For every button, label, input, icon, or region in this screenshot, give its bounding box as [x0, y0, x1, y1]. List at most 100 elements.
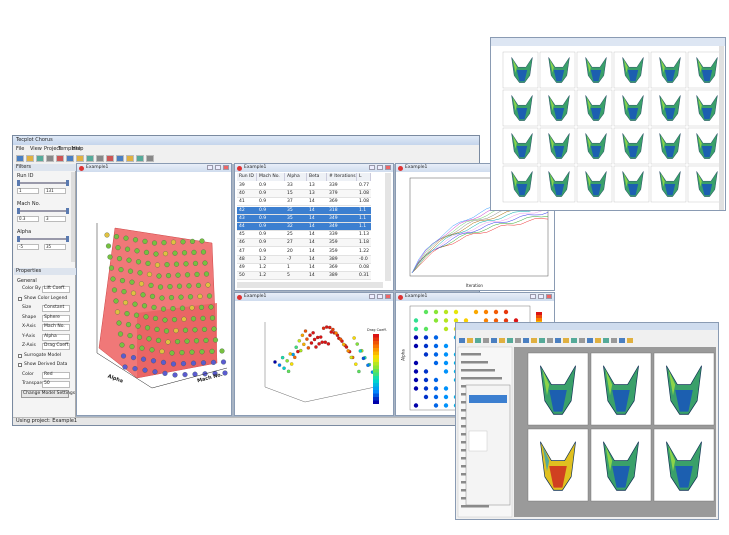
table-cell: 1.1 — [359, 224, 367, 229]
window-max-button[interactable] — [538, 294, 544, 299]
window-min-button[interactable] — [530, 294, 536, 299]
sample-point — [123, 235, 129, 241]
window-min-button[interactable] — [207, 165, 213, 170]
slider-handle[interactable] — [66, 236, 69, 242]
column-header[interactable] — [285, 173, 307, 181]
property-field[interactable] — [42, 305, 70, 312]
window-close-button[interactable] — [546, 294, 552, 299]
sample-point — [179, 350, 185, 356]
column-header[interactable] — [257, 173, 285, 181]
table-row[interactable] — [237, 182, 371, 190]
toolbar-button[interactable] — [86, 155, 94, 162]
toolbar-button — [587, 338, 593, 343]
window-max-button[interactable] — [377, 294, 383, 299]
range-input[interactable] — [17, 216, 39, 222]
toolbar-button[interactable] — [16, 155, 24, 162]
checkbox[interactable] — [18, 296, 22, 301]
table-row[interactable] — [237, 214, 371, 223]
table-row[interactable] — [237, 247, 371, 256]
panel-header — [14, 268, 76, 275]
slider-handle[interactable] — [17, 208, 20, 214]
column-header[interactable] — [307, 173, 327, 181]
sample-point — [329, 330, 333, 334]
toolbar-button[interactable] — [146, 155, 154, 162]
checkbox[interactable] — [18, 363, 22, 367]
toolbar-button[interactable] — [26, 155, 34, 162]
window-min-button[interactable] — [369, 294, 375, 299]
table-row[interactable] — [237, 198, 371, 207]
range-input[interactable] — [44, 188, 66, 194]
table-row[interactable] — [237, 206, 371, 215]
toolbar-button[interactable] — [56, 155, 64, 162]
table-row[interactable] — [237, 264, 371, 272]
range-input[interactable] — [44, 244, 66, 250]
button[interactable] — [21, 390, 69, 398]
menu-item[interactable]: Project — [44, 146, 62, 152]
slider-handle[interactable] — [17, 180, 20, 186]
window-min-button[interactable] — [369, 165, 375, 170]
sample-point — [165, 339, 171, 345]
property-field[interactable] — [42, 343, 70, 350]
range-max: 35 — [46, 244, 52, 249]
sample-point — [493, 318, 499, 323]
toolbar-button[interactable] — [46, 155, 54, 162]
property-field[interactable] — [42, 286, 70, 293]
toolbar-button — [531, 338, 537, 343]
table-row[interactable] — [237, 239, 371, 248]
sample-point — [443, 326, 449, 332]
window-max-button[interactable] — [377, 165, 383, 170]
property-field[interactable] — [42, 324, 70, 331]
toolbar-button[interactable] — [96, 155, 104, 162]
range-input[interactable] — [44, 216, 66, 222]
toolbar-button[interactable] — [76, 155, 84, 162]
toolbar-button[interactable] — [36, 155, 44, 162]
sample-point — [305, 337, 309, 341]
menu-item[interactable]: File — [16, 146, 25, 152]
toolbar-button[interactable] — [136, 155, 144, 162]
legend-swatch — [373, 337, 379, 341]
menu-item[interactable]: Help — [72, 146, 84, 152]
toolbar-button[interactable] — [66, 155, 74, 162]
sample-point — [194, 271, 200, 277]
sample-point — [149, 293, 156, 299]
property-field[interactable] — [42, 333, 70, 341]
window-max-button[interactable] — [215, 165, 221, 170]
property-value: Drag Coeff. — [44, 343, 70, 348]
table-cell: 389 — [329, 256, 338, 262]
column-header[interactable] — [327, 173, 357, 181]
slider-handle[interactable] — [66, 208, 69, 214]
table-row[interactable] — [237, 255, 371, 264]
table-row[interactable] — [237, 272, 371, 281]
sample-point — [433, 403, 439, 408]
window-close-button[interactable] — [385, 165, 391, 170]
window-close-button[interactable] — [385, 294, 391, 299]
slider-handle[interactable] — [66, 180, 69, 186]
column-header[interactable] — [357, 173, 371, 181]
sample-point — [423, 343, 429, 349]
checkbox[interactable] — [18, 353, 22, 358]
column-header[interactable] — [237, 173, 257, 181]
sample-point — [294, 345, 298, 349]
toolbar-button[interactable] — [126, 155, 134, 162]
plot-area — [264, 322, 379, 404]
property-field[interactable] — [42, 314, 70, 322]
window-close-button[interactable] — [223, 165, 229, 170]
table-row[interactable] — [237, 223, 371, 231]
property-value: Mach No. — [44, 324, 65, 329]
toolbar-button[interactable] — [116, 155, 124, 162]
toolbar-button[interactable] — [106, 155, 114, 162]
slider-handle[interactable] — [17, 236, 20, 242]
range-input[interactable] — [17, 244, 39, 250]
body-shading — [623, 59, 628, 73]
range-input[interactable] — [17, 188, 39, 194]
menu-item[interactable]: View — [30, 146, 42, 152]
sample-point — [170, 306, 176, 312]
table-row[interactable] — [237, 231, 371, 240]
table-row[interactable] — [237, 190, 371, 199]
sample-point — [161, 240, 167, 246]
menu-item[interactable]: Template — [58, 146, 81, 152]
toolbar-button — [627, 338, 633, 343]
property-field[interactable] — [42, 371, 70, 379]
property-field[interactable] — [42, 381, 70, 388]
sample-point — [323, 340, 327, 344]
